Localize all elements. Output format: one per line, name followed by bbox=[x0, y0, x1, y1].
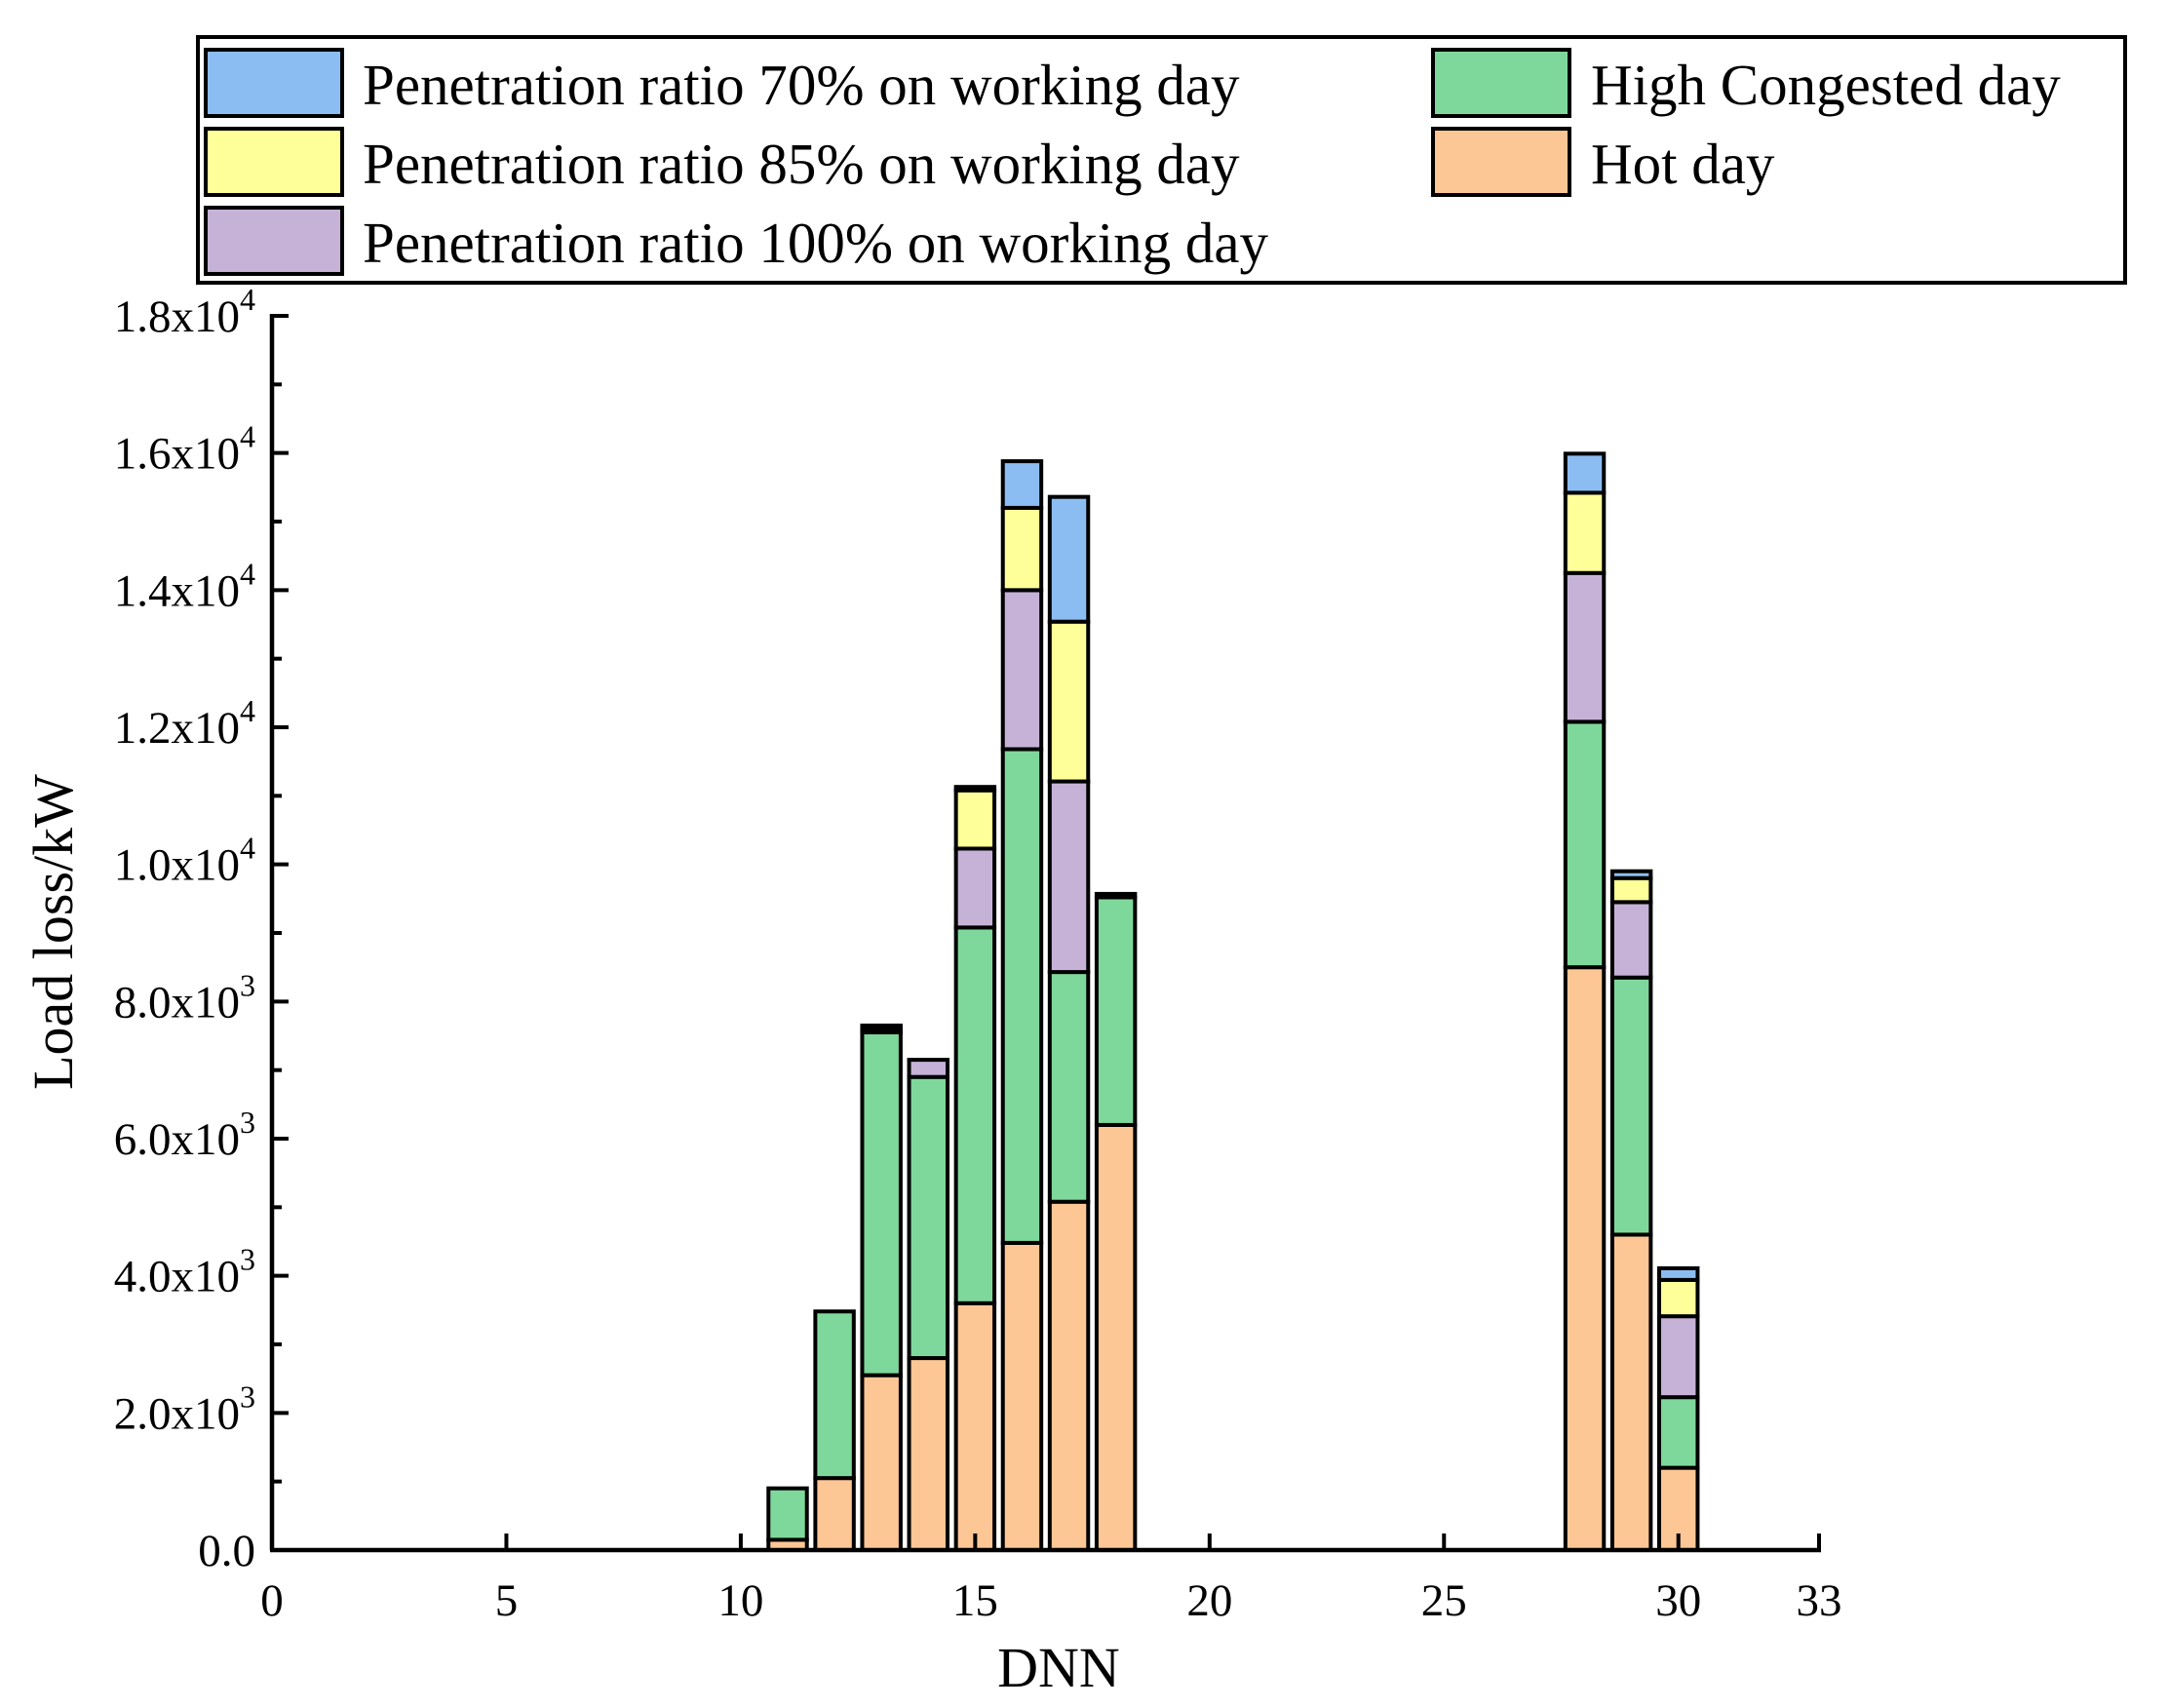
legend-label-pen70: Penetration ratio 70% on working day bbox=[363, 53, 1240, 117]
bar-segment-dnn28-s1 bbox=[1563, 719, 1607, 970]
x-tick-label: 0 bbox=[260, 1575, 284, 1626]
bar-segment-dnn15-s0 bbox=[953, 1300, 997, 1553]
y-tick-label: 1.8x104 bbox=[114, 282, 255, 342]
x-tick-label: 10 bbox=[717, 1575, 763, 1626]
bar-segment-dnn18-s0 bbox=[1094, 1122, 1138, 1553]
bar-segment-dnn17-s3 bbox=[1047, 619, 1091, 784]
bar-segment-dnn13-s1 bbox=[860, 1029, 903, 1378]
bar-segment-dnn29-s1 bbox=[1609, 975, 1653, 1237]
bar-segment-dnn18-s1 bbox=[1094, 895, 1138, 1127]
y-tick-label: 1.4x104 bbox=[114, 556, 255, 616]
legend-label-congested: High Congested day bbox=[1591, 53, 2061, 117]
bar-segment-dnn12-s1 bbox=[813, 1309, 856, 1481]
x-axis-label: DNN bbox=[997, 1636, 1120, 1699]
bar-segment-dnn30-s3 bbox=[1657, 1277, 1700, 1319]
bar-segment-dnn15-s3 bbox=[953, 788, 997, 851]
bar-segment-dnn29-s2 bbox=[1609, 900, 1653, 980]
bar-segment-dnn16-s4 bbox=[1000, 459, 1044, 510]
bar-segment-dnn29-s3 bbox=[1609, 875, 1653, 905]
y-tick-label: 0.0 bbox=[198, 1526, 255, 1576]
legend-swatch-pen85 bbox=[204, 127, 344, 197]
y-tick-label: 1.0x104 bbox=[114, 831, 255, 891]
bar-segment-dnn28-s0 bbox=[1563, 965, 1607, 1552]
x-axis-ticks: 0 5 10 15 20 25 30 33 bbox=[260, 1533, 1842, 1626]
x-tick-label: 25 bbox=[1421, 1575, 1467, 1626]
x-tick-label: 15 bbox=[952, 1575, 998, 1626]
bar-segment-dnn14-s0 bbox=[907, 1356, 949, 1552]
bar-segment-dnn16-s0 bbox=[1000, 1240, 1044, 1552]
bar-segment-dnn30-s4 bbox=[1657, 1265, 1700, 1282]
bar-segment-dnn30-s1 bbox=[1657, 1395, 1700, 1470]
y-tick-label: 6.0x103 bbox=[114, 1105, 255, 1165]
legend-label-pen85: Penetration ratio 85% on working day bbox=[363, 132, 1240, 196]
legend-swatch-pen100 bbox=[204, 206, 344, 276]
bar-segment-dnn16-s1 bbox=[1000, 747, 1044, 1245]
legend-frame bbox=[196, 35, 2127, 285]
bar-segment-dnn30-s2 bbox=[1657, 1314, 1700, 1400]
bar-segment-dnn28-s3 bbox=[1563, 490, 1607, 575]
bar-segment-dnn14-s1 bbox=[907, 1074, 949, 1361]
legend-swatch-pen70 bbox=[204, 48, 344, 118]
x-tick-label: 30 bbox=[1655, 1575, 1701, 1626]
y-tick-label: 1.2x104 bbox=[114, 693, 255, 754]
legend-swatch-hot bbox=[1431, 127, 1571, 197]
legend-swatch-congested bbox=[1431, 48, 1571, 118]
y-tick-label: 2.0x103 bbox=[114, 1378, 255, 1439]
bar-segment-dnn29-s4 bbox=[1609, 869, 1653, 880]
y-tick-label: 4.0x103 bbox=[114, 1242, 255, 1302]
bar-segment-dnn16-s2 bbox=[1000, 588, 1044, 752]
y-tick-label: 1.6x104 bbox=[114, 419, 255, 480]
legend: Penetration ratio 70% on working day Pen… bbox=[196, 35, 2127, 285]
y-axis-ticks: 0.0 2.0x103 4.0x103 6.0x103 8.0x103 1.0x104 1.… bbox=[114, 282, 289, 1576]
bar-segment-dnn18-s4 bbox=[1094, 891, 1138, 900]
bar-segment-dnn28-s4 bbox=[1563, 451, 1607, 495]
bar-segment-dnn11-s1 bbox=[766, 1486, 809, 1542]
bar-segment-dnn17-s1 bbox=[1047, 970, 1091, 1204]
bars bbox=[766, 451, 1700, 1553]
x-tick-label: 20 bbox=[1186, 1575, 1232, 1626]
x-tick-label: 33 bbox=[1797, 1575, 1842, 1626]
bar-segment-dnn17-s2 bbox=[1047, 779, 1091, 975]
x-tick-label: 5 bbox=[495, 1575, 519, 1626]
y-axis-label: Load loss/kW bbox=[21, 774, 85, 1090]
bar-segment-dnn17-s0 bbox=[1047, 1199, 1091, 1552]
bar-segment-dnn17-s4 bbox=[1047, 494, 1091, 624]
bar-segment-dnn28-s2 bbox=[1563, 570, 1607, 724]
legend-label-pen100: Penetration ratio 100% on working day bbox=[363, 211, 1269, 275]
bar-segment-dnn14-s2 bbox=[907, 1058, 949, 1079]
bar-segment-dnn15-s1 bbox=[953, 925, 997, 1305]
bar-segment-dnn12-s0 bbox=[813, 1476, 856, 1553]
y-tick-label: 8.0x103 bbox=[114, 967, 255, 1028]
bar-segment-dnn29-s0 bbox=[1609, 1232, 1653, 1552]
legend-label-hot: Hot day bbox=[1591, 132, 1775, 196]
bar-segment-dnn16-s3 bbox=[1000, 505, 1044, 593]
bar-segment-dnn15-s2 bbox=[953, 846, 997, 930]
bar-segment-dnn13-s4 bbox=[860, 1023, 903, 1031]
bar-segment-dnn13-s0 bbox=[860, 1373, 903, 1553]
bar-segment-dnn15-s4 bbox=[953, 785, 997, 793]
